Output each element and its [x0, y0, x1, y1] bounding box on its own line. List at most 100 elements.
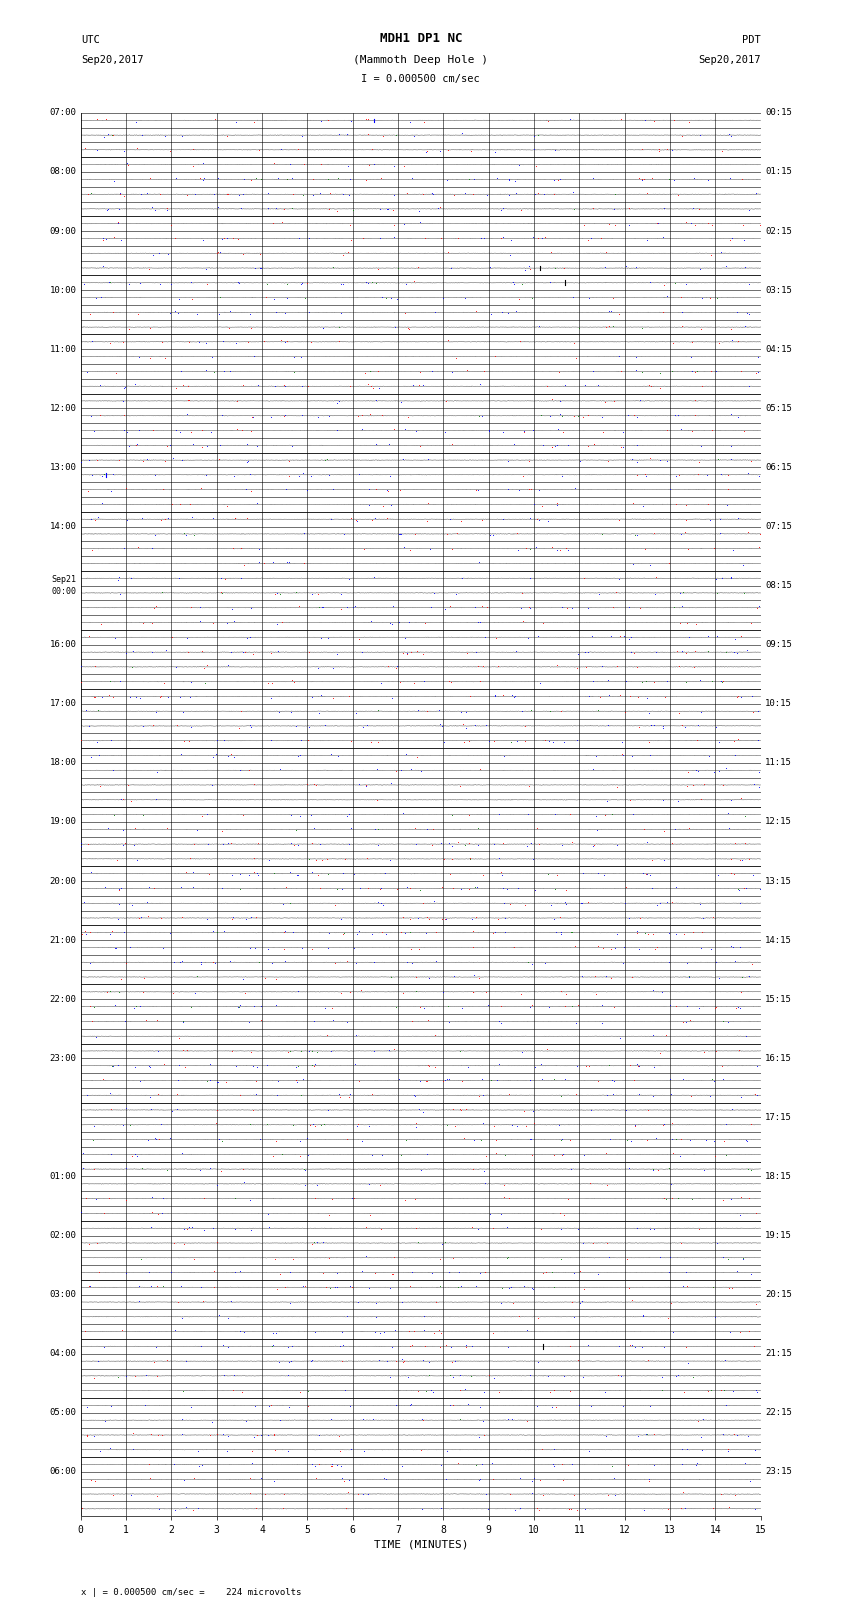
Point — [246, 640, 259, 666]
Point — [689, 1452, 703, 1478]
Point — [235, 698, 248, 724]
Point — [525, 992, 539, 1018]
Point — [656, 713, 670, 739]
Point — [660, 668, 674, 694]
Point — [721, 1245, 734, 1271]
Point — [136, 448, 150, 474]
Point — [694, 786, 708, 811]
Point — [575, 890, 588, 916]
Point — [106, 298, 120, 324]
Point — [196, 1452, 209, 1478]
Point — [641, 684, 654, 710]
Point — [561, 432, 575, 458]
Point — [679, 669, 693, 695]
Point — [630, 918, 643, 944]
Point — [172, 300, 185, 326]
Point — [280, 271, 293, 297]
Point — [638, 919, 652, 945]
Point — [149, 1126, 162, 1152]
Point — [513, 1303, 526, 1329]
Text: I = 0.000500 cm/sec: I = 0.000500 cm/sec — [361, 74, 480, 84]
Point — [123, 1113, 137, 1139]
Point — [168, 1497, 182, 1523]
Point — [145, 1184, 159, 1210]
Point — [620, 1127, 633, 1153]
Text: Sep20,2017: Sep20,2017 — [81, 55, 144, 65]
Point — [290, 1069, 303, 1095]
Point — [131, 534, 145, 560]
Point — [615, 1394, 629, 1419]
Point — [107, 224, 121, 250]
Point — [217, 358, 230, 384]
Point — [627, 1066, 641, 1092]
Point — [622, 195, 636, 221]
Point — [146, 418, 160, 444]
Point — [371, 256, 385, 282]
Point — [289, 818, 303, 844]
Point — [173, 948, 187, 974]
Point — [408, 1186, 422, 1211]
Point — [700, 490, 714, 516]
Point — [523, 253, 536, 279]
Point — [705, 211, 718, 237]
Point — [280, 166, 293, 192]
Point — [267, 286, 280, 311]
Point — [674, 1126, 688, 1152]
Point — [254, 1465, 268, 1490]
Point — [528, 877, 541, 903]
Point — [265, 1332, 279, 1358]
Point — [551, 537, 564, 563]
Point — [476, 653, 490, 679]
Point — [502, 182, 516, 208]
Point — [394, 477, 407, 503]
Point — [473, 610, 487, 636]
Point — [267, 150, 280, 176]
Point — [385, 1334, 399, 1360]
Point — [196, 434, 209, 460]
Point — [501, 300, 514, 326]
Point — [308, 1453, 321, 1479]
Point — [731, 329, 745, 355]
Point — [670, 1126, 683, 1152]
Point — [571, 640, 585, 666]
Point — [382, 1276, 396, 1302]
Point — [422, 907, 436, 932]
Point — [655, 1365, 669, 1390]
Point — [679, 640, 693, 666]
Point — [396, 903, 410, 929]
Point — [562, 1186, 575, 1211]
Point — [643, 1466, 656, 1492]
Point — [537, 181, 551, 206]
Point — [476, 861, 490, 887]
Point — [734, 684, 748, 710]
Point — [136, 610, 150, 636]
Point — [75, 1198, 88, 1224]
Point — [193, 1157, 207, 1182]
Point — [332, 166, 345, 192]
Point — [643, 1468, 656, 1494]
Point — [554, 1082, 568, 1108]
Point — [604, 965, 618, 990]
Point — [626, 550, 640, 576]
Point — [296, 271, 309, 297]
Text: 16:00: 16:00 — [49, 640, 76, 648]
Point — [739, 874, 752, 900]
Point — [111, 566, 125, 592]
Point — [382, 610, 396, 636]
Point — [389, 1348, 403, 1374]
Point — [228, 1184, 241, 1210]
Point — [469, 903, 483, 929]
Point — [587, 431, 601, 456]
Point — [728, 948, 742, 974]
Point — [388, 213, 401, 239]
Point — [114, 966, 128, 992]
Point — [305, 860, 319, 886]
Point — [122, 316, 136, 342]
Point — [127, 832, 140, 858]
Point — [375, 1142, 388, 1168]
Point — [751, 358, 764, 384]
Point — [212, 284, 226, 310]
Point — [334, 1084, 348, 1110]
Point — [629, 344, 643, 369]
Text: x | = 0.000500 cm/sec =    224 microvolts: x | = 0.000500 cm/sec = 224 microvolts — [81, 1587, 301, 1597]
